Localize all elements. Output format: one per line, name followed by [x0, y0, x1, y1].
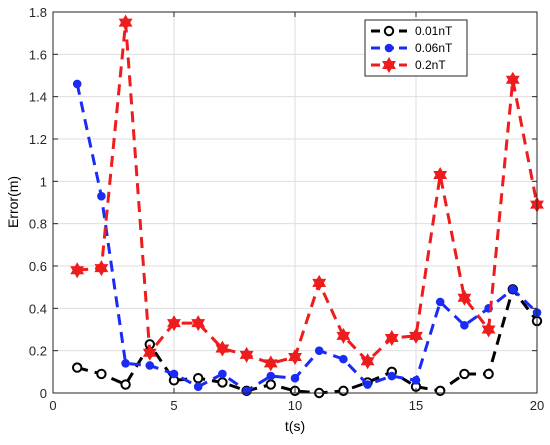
y-tick-label: 0.8 — [29, 217, 47, 232]
data-point — [193, 382, 203, 391]
data-point — [433, 166, 448, 183]
data-point — [459, 368, 470, 380]
x-tick-label: 20 — [530, 398, 544, 413]
data-point — [481, 321, 496, 338]
data-point — [312, 274, 327, 291]
series-line — [77, 22, 539, 365]
legend-box — [364, 19, 468, 77]
data-point — [290, 373, 300, 383]
data-point — [191, 315, 206, 332]
data-point — [505, 71, 520, 88]
y-tick-label: 1.6 — [29, 47, 47, 62]
data-point — [94, 260, 109, 277]
legend-swatch-marker — [384, 43, 394, 53]
data-point — [239, 346, 254, 363]
y-tick-label: 0 — [40, 386, 47, 401]
series-0.2nT — [70, 14, 544, 372]
legend-label: 0.01nT — [415, 24, 453, 38]
data-point — [435, 385, 446, 397]
data-point — [409, 327, 423, 344]
y-axis-title: Error(m) — [5, 176, 21, 228]
legend-label: 0.06nT — [415, 41, 453, 55]
data-point — [142, 344, 157, 361]
data-point — [435, 297, 445, 307]
legend: 0.01nT 0.06nT 0.2nT — [364, 19, 468, 77]
y-tick-label: 0.2 — [29, 344, 47, 359]
data-point — [215, 340, 230, 357]
data-point — [72, 362, 83, 373]
data-point — [336, 327, 351, 344]
x-tick-label: 10 — [288, 398, 302, 413]
series-layer — [70, 14, 544, 399]
data-point — [387, 371, 397, 381]
series-0.06nT — [72, 79, 542, 396]
data-point — [338, 385, 349, 397]
data-point — [169, 369, 179, 379]
data-point — [508, 284, 518, 294]
y-tick-label: 1.2 — [29, 132, 47, 147]
data-point — [145, 361, 155, 370]
data-point — [288, 349, 302, 366]
data-point — [118, 14, 133, 31]
legend-label: 0.2nT — [415, 58, 446, 72]
data-point — [363, 380, 372, 389]
x-tick-label: 0 — [49, 398, 56, 413]
data-point — [384, 329, 399, 346]
legend-swatch-marker — [383, 25, 395, 37]
data-point — [266, 371, 276, 381]
data-point — [72, 79, 82, 89]
data-point — [97, 191, 106, 201]
x-axis-title: t(s) — [285, 418, 305, 434]
data-point — [167, 315, 181, 332]
data-point — [460, 320, 469, 330]
y-tick-label: 1.4 — [29, 90, 47, 105]
data-point — [217, 377, 228, 388]
series-line — [76, 285, 539, 395]
x-tick-label: 5 — [170, 398, 177, 413]
y-tick-label: 1 — [40, 174, 47, 189]
data-point — [314, 346, 324, 355]
data-point — [120, 379, 131, 390]
data-point — [121, 359, 130, 368]
data-point — [457, 289, 472, 306]
data-point — [339, 354, 348, 364]
data-point — [263, 355, 278, 372]
legend-swatch-marker — [382, 57, 396, 73]
data-point — [193, 372, 204, 384]
y-tick-label: 0.4 — [29, 301, 47, 316]
data-point — [242, 386, 251, 396]
data-point — [360, 353, 375, 370]
y-tick-label: 1.8 — [29, 5, 47, 20]
y-tick-label: 0.6 — [29, 259, 47, 274]
axes: 0 5 10 15 20 0 0.2 0.4 0.6 0.8 1 1.2 1.4 1.6 1.8 — [29, 5, 544, 413]
data-point — [483, 368, 494, 380]
data-point — [218, 369, 227, 379]
data-point — [70, 262, 85, 279]
data-point — [411, 376, 421, 385]
data-point — [265, 379, 276, 390]
x-tick-label: 15 — [409, 398, 423, 413]
data-point — [96, 368, 107, 380]
